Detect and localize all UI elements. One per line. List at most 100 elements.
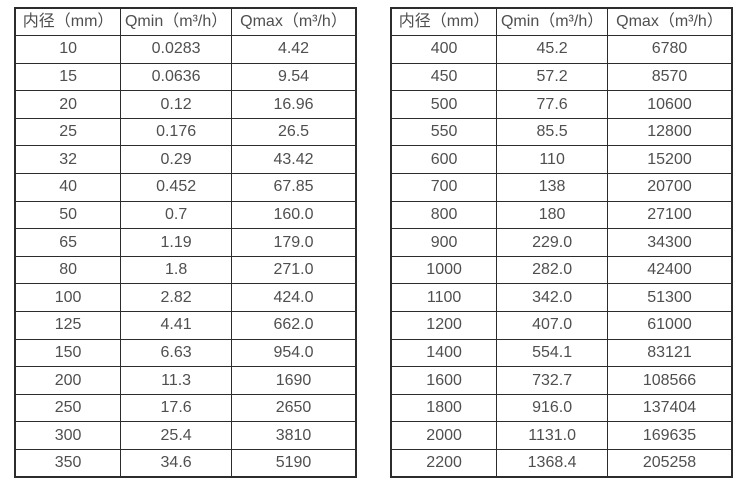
table-row: 450 57.2 8570 (390, 62, 733, 92)
table-cell: 34.6 (120, 449, 233, 478)
column-header: Qmax（m³/h） (607, 7, 733, 37)
table-cell: 0.7 (120, 200, 233, 230)
table-row: 15 0.0636 9.54 (14, 62, 357, 92)
table-cell: 1.8 (120, 255, 233, 285)
table-cell: 50 (14, 200, 122, 230)
table-row: 900 229.0 34300 (390, 228, 733, 257)
table-row: 1100 342.0 51300 (390, 283, 733, 313)
table-cell: 180 (496, 200, 609, 230)
table-cell: 0.29 (120, 145, 233, 175)
table-cell: 700 (390, 173, 498, 202)
table-row: 125 4.41 662.0 (14, 311, 357, 340)
flow-table-small-diameters: 内径（mm） Qmin（m³/h） Qmax（m³/h） 10 0.0283 4.42 1… (14, 7, 357, 479)
table-cell: 2000 (390, 421, 498, 450)
table-header: 内径（mm） Qmin（m³/h） Qmax（m³/h） (14, 7, 357, 37)
table-cell: 407.0 (496, 311, 609, 340)
table-cell: 450 (390, 62, 498, 92)
table-cell: 77.6 (496, 90, 609, 119)
table-cell: 271.0 (231, 255, 357, 285)
table-cell: 9.54 (231, 62, 357, 92)
table-cell: 916.0 (496, 393, 609, 423)
table-row: 1800 916.0 137404 (390, 393, 733, 423)
table-cell: 100 (14, 283, 122, 313)
column-header: 内径（mm） (14, 7, 122, 37)
table-cell: 954.0 (231, 338, 357, 368)
table-cell: 125 (14, 311, 122, 340)
table-cell: 424.0 (231, 283, 357, 313)
table-cell: 600 (390, 145, 498, 175)
table-cell: 1400 (390, 338, 498, 368)
table-cell: 34300 (607, 228, 733, 257)
table-cell: 300 (14, 421, 122, 450)
table-row: 1400 554.1 83121 (390, 338, 733, 368)
header-row: 内径（mm） Qmin（m³/h） Qmax（m³/h） (14, 7, 357, 37)
table-cell: 179.0 (231, 228, 357, 257)
table-row: 200 11.3 1690 (14, 366, 357, 395)
table-cell: 169635 (607, 421, 733, 450)
column-header: Qmin（m³/h） (496, 7, 609, 37)
table-cell: 40 (14, 173, 122, 202)
table-cell: 10 (14, 35, 122, 64)
table-cell: 500 (390, 90, 498, 119)
table-cell: 67.85 (231, 173, 357, 202)
table-cell: 3810 (231, 421, 357, 450)
table-cell: 57.2 (496, 62, 609, 92)
table-cell: 250 (14, 393, 122, 423)
table-cell: 229.0 (496, 228, 609, 257)
table-cell: 2200 (390, 449, 498, 478)
header-row: 内径（mm） Qmin（m³/h） Qmax（m³/h） (390, 7, 733, 37)
table-row: 350 34.6 5190 (14, 449, 357, 478)
table-cell: 1368.4 (496, 449, 609, 478)
table-cell: 1600 (390, 366, 498, 395)
table-cell: 150 (14, 338, 122, 368)
table-cell: 662.0 (231, 311, 357, 340)
table-row: 32 0.29 43.42 (14, 145, 357, 175)
table-cell: 32 (14, 145, 122, 175)
column-header: Qmin（m³/h） (120, 7, 233, 37)
table-row: 400 45.2 6780 (390, 35, 733, 64)
flow-table-large-diameters: 内径（mm） Qmin（m³/h） Qmax（m³/h） 400 45.2 6780 45… (390, 7, 733, 479)
table-body: 400 45.2 6780 450 57.2 8570 500 77.6 10600 550 85.… (390, 35, 733, 478)
table-cell: 61000 (607, 311, 733, 340)
table-cell: 1131.0 (496, 421, 609, 450)
table-row: 500 77.6 10600 (390, 90, 733, 119)
table-cell: 0.176 (120, 117, 233, 147)
table-cell: 6780 (607, 35, 733, 64)
table-cell: 1690 (231, 366, 357, 395)
table-cell: 65 (14, 228, 122, 257)
table-row: 20 0.12 16.96 (14, 90, 357, 119)
table-cell: 205258 (607, 449, 733, 478)
table-cell: 4.41 (120, 311, 233, 340)
table-cell: 732.7 (496, 366, 609, 395)
table-cell: 1000 (390, 255, 498, 285)
table-cell: 1800 (390, 393, 498, 423)
table-row: 25 0.176 26.5 (14, 117, 357, 147)
table-cell: 4.42 (231, 35, 357, 64)
table-body: 10 0.0283 4.42 15 0.0636 9.54 20 0.12 16.96 25 0.1… (14, 35, 357, 478)
table-cell: 25 (14, 117, 122, 147)
table-row: 1200 407.0 61000 (390, 311, 733, 340)
table-cell: 2650 (231, 393, 357, 423)
table-row: 250 17.6 2650 (14, 393, 357, 423)
table-cell: 137404 (607, 393, 733, 423)
table-cell: 6.63 (120, 338, 233, 368)
table-cell: 108566 (607, 366, 733, 395)
table-cell: 27100 (607, 200, 733, 230)
table-cell: 17.6 (120, 393, 233, 423)
table-cell: 800 (390, 200, 498, 230)
table-row: 150 6.63 954.0 (14, 338, 357, 368)
table-cell: 900 (390, 228, 498, 257)
table-row: 2000 1131.0 169635 (390, 421, 733, 450)
table-cell: 5190 (231, 449, 357, 478)
table-cell: 160.0 (231, 200, 357, 230)
table-row: 600 110 15200 (390, 145, 733, 175)
table-cell: 83121 (607, 338, 733, 368)
table-row: 80 1.8 271.0 (14, 255, 357, 285)
table-cell: 138 (496, 173, 609, 202)
table-row: 50 0.7 160.0 (14, 200, 357, 230)
table-cell: 43.42 (231, 145, 357, 175)
table-cell: 1100 (390, 283, 498, 313)
table-row: 100 2.82 424.0 (14, 283, 357, 313)
table-row: 2200 1368.4 205258 (390, 449, 733, 478)
